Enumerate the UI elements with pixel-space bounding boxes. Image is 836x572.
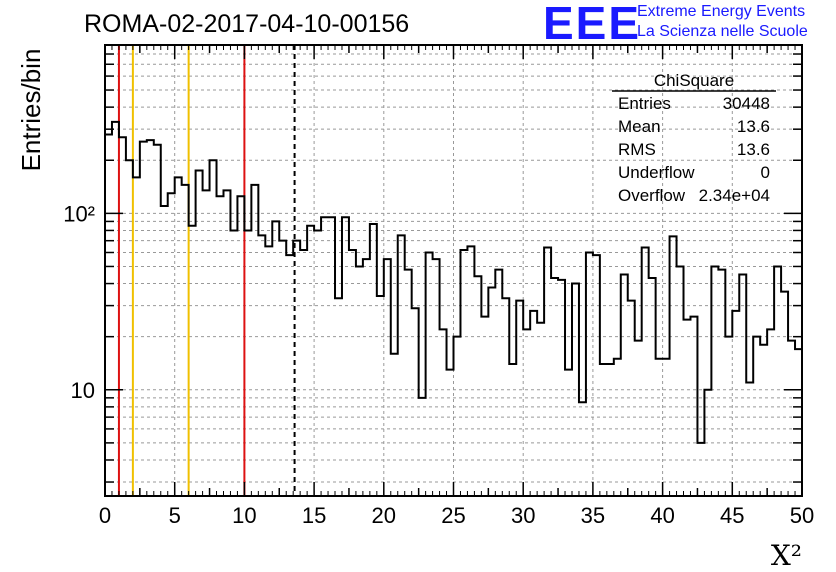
x-tick-label: 25: [441, 503, 465, 528]
tick-labels: 0 5 10 15 20 25 30 35 40 45 50 10 10²: [63, 201, 814, 528]
x-tick-label: 45: [720, 503, 744, 528]
x-tick-label: 50: [790, 503, 814, 528]
stats-value: 13.6: [737, 140, 770, 159]
stats-label: RMS: [618, 140, 656, 159]
y-axis-label: Entries/bin: [16, 49, 46, 172]
eee-logo: EEE: [543, 0, 642, 49]
x-tick-label: 30: [511, 503, 535, 528]
x-tick-label: 20: [372, 503, 396, 528]
stats-box: ChiSquare Entries 30448 Mean 13.6 RMS 13.6 Und…: [612, 71, 776, 205]
stats-label: Underflow: [618, 163, 695, 182]
stats-value: 13.6: [737, 117, 770, 136]
x-axis-label: X²: [771, 539, 802, 572]
grid: [105, 44, 802, 496]
x-tick-label: 10: [232, 503, 256, 528]
y-tick-label: 10²: [63, 201, 95, 226]
stats-label: Entries: [618, 94, 671, 113]
logo-subtitle-1: Extreme Energy Events: [637, 3, 806, 20]
logo-subtitle-2: La Scienza nelle Scuole: [637, 23, 808, 40]
stats-title: ChiSquare: [654, 71, 734, 90]
x-tick-label: 35: [581, 503, 605, 528]
x-tick-label: 5: [169, 503, 181, 528]
stats-value: 30448: [723, 94, 770, 113]
histogram-series: [105, 120, 802, 444]
stats-value: 2.34e+04: [699, 186, 770, 205]
x-tick-label: 15: [302, 503, 326, 528]
y-tick-label: 10: [71, 378, 95, 403]
stats-label: Overflow: [618, 186, 686, 205]
x-tick-label: 0: [99, 503, 111, 528]
page-title: ROMA-02-2017-04-10-00156: [84, 10, 410, 38]
stats-value: 0: [761, 163, 770, 182]
reference-lines: [117, 45, 296, 496]
stats-label: Mean: [618, 117, 661, 136]
axis-ticks: [104, 44, 803, 496]
x-tick-label: 40: [650, 503, 674, 528]
